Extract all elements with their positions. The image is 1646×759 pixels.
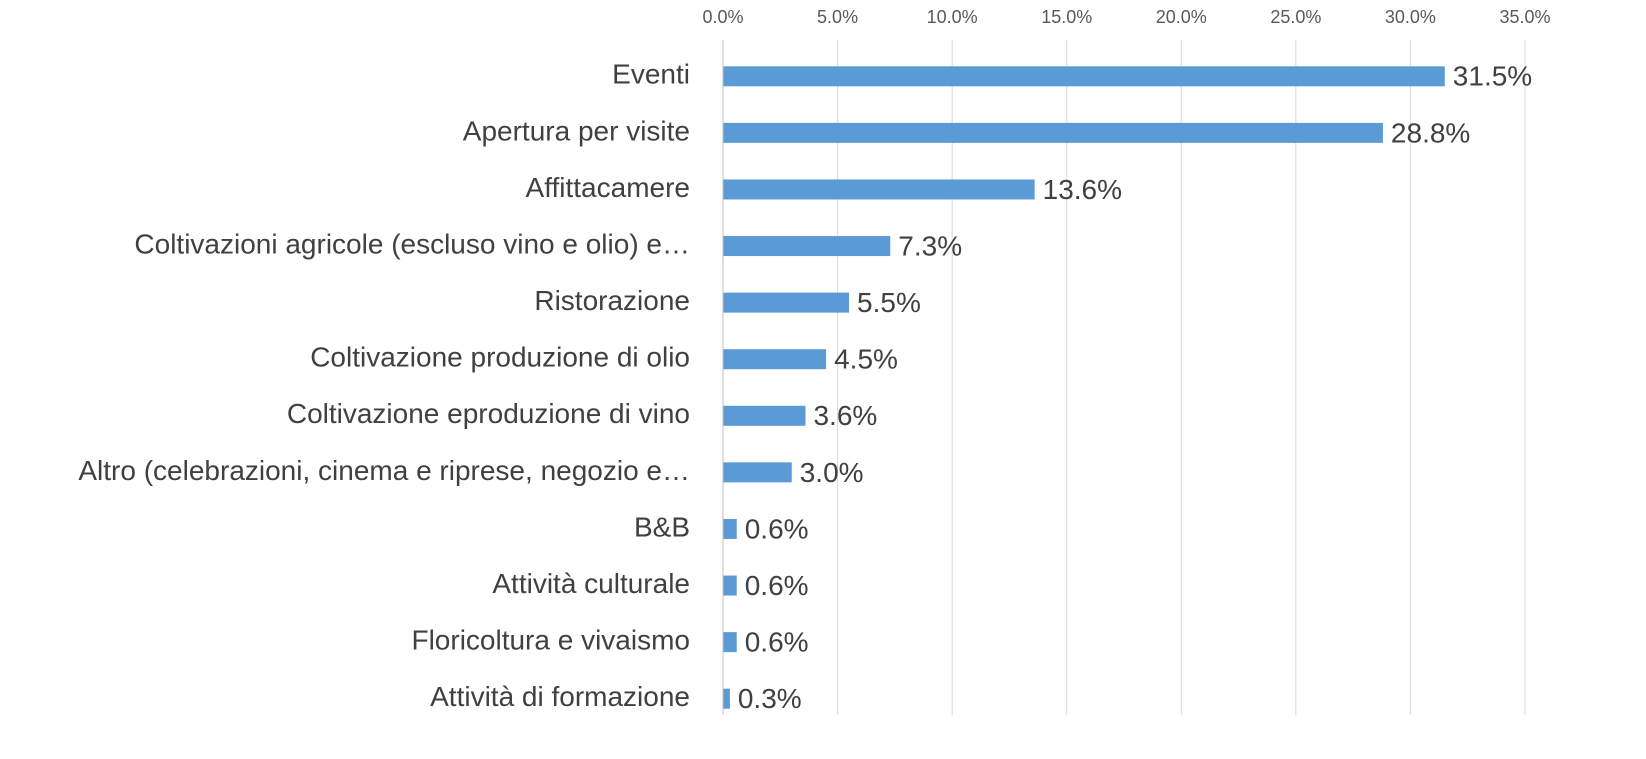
x-tick-label: 15.0% (1041, 7, 1092, 27)
value-label: 0.3% (738, 683, 802, 714)
value-label: 13.6% (1043, 174, 1122, 205)
value-label: 0.6% (745, 627, 809, 658)
category-label: Floricoltura e vivaismo (411, 625, 690, 656)
bar (723, 66, 1445, 87)
x-tick-label: 0.0% (702, 7, 743, 27)
bar (723, 632, 737, 653)
x-tick-label: 10.0% (927, 7, 978, 27)
x-tick-label: 25.0% (1270, 7, 1321, 27)
value-label: 0.6% (745, 570, 809, 601)
bar (723, 575, 737, 596)
value-label: 0.6% (745, 513, 809, 544)
bar (723, 518, 737, 539)
value-label: 31.5% (1453, 61, 1532, 92)
value-label: 28.8% (1391, 117, 1470, 148)
x-tick-label: 20.0% (1156, 7, 1207, 27)
value-label: 4.5% (834, 344, 898, 375)
bar (723, 462, 792, 483)
category-label: Attività culturale (492, 568, 690, 599)
bar (723, 349, 827, 370)
category-label: Coltivazione produzione di olio (310, 342, 690, 373)
bar (723, 688, 730, 709)
value-label: 7.3% (898, 230, 962, 261)
category-label: Eventi (612, 59, 690, 90)
x-tick-label: 30.0% (1385, 7, 1436, 27)
category-label: B&B (634, 511, 690, 542)
bar (723, 405, 806, 426)
value-label: 5.5% (857, 287, 921, 318)
category-label: Attività di formazione (430, 681, 690, 712)
x-tick-label: 35.0% (1499, 7, 1550, 27)
value-label: 3.0% (800, 457, 864, 488)
bar (723, 122, 1383, 143)
category-label: Ristorazione (534, 285, 690, 316)
bar (723, 292, 850, 313)
category-label: Altro (celebrazioni, cinema e riprese, n… (78, 455, 690, 486)
category-label: Coltivazione eproduzione di vino (287, 398, 690, 429)
bar (723, 179, 1035, 200)
value-label: 3.6% (813, 400, 877, 431)
bar (723, 236, 891, 257)
category-label: Affittacamere (526, 172, 690, 203)
category-label: Coltivazioni agricole (escluso vino e ol… (134, 228, 690, 259)
x-tick-label: 5.0% (817, 7, 858, 27)
category-label: Apertura per visite (463, 115, 690, 146)
